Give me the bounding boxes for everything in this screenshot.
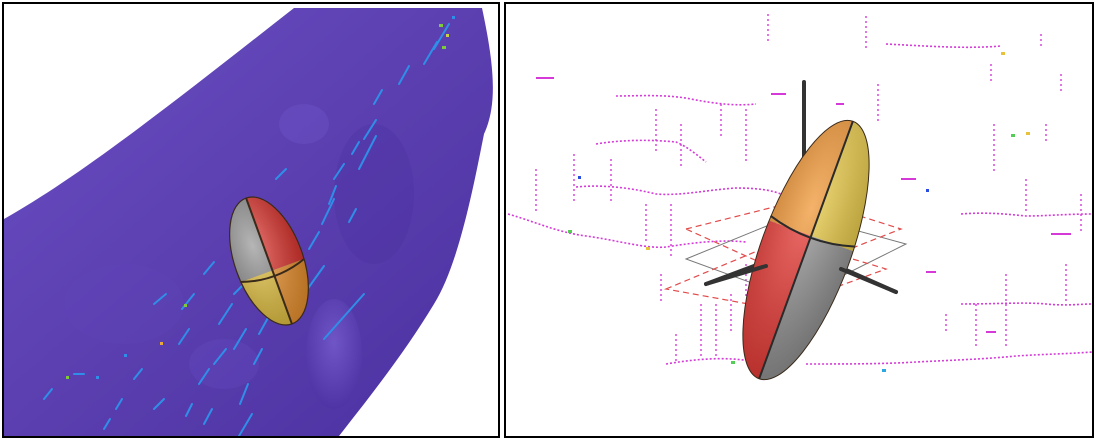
left-panel-scene (4, 4, 498, 436)
right-panel-scene (506, 4, 1092, 436)
left-panel (2, 2, 500, 438)
surface-bump (279, 104, 329, 144)
surface-bump (306, 299, 362, 409)
right-panel (504, 2, 1094, 438)
surface-bump (64, 264, 184, 344)
surface-bump (334, 124, 414, 264)
